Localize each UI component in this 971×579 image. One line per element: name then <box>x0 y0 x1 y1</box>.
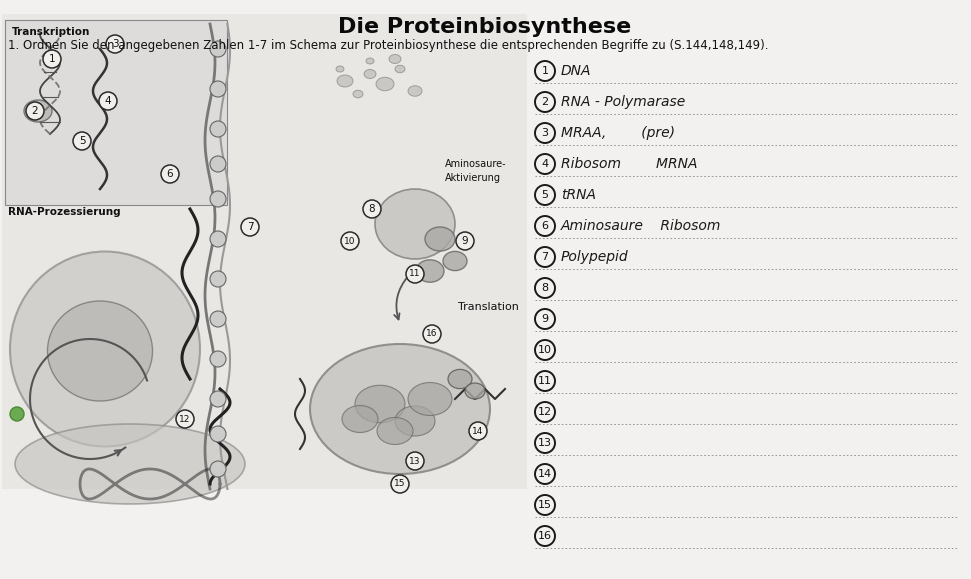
Circle shape <box>73 132 91 150</box>
Ellipse shape <box>336 66 344 72</box>
Text: 16: 16 <box>538 531 552 541</box>
Ellipse shape <box>408 86 422 96</box>
Text: 15: 15 <box>538 500 552 510</box>
Circle shape <box>456 232 474 250</box>
Text: Ribosom        MRNA: Ribosom MRNA <box>561 157 697 171</box>
Circle shape <box>406 452 424 470</box>
Text: 1: 1 <box>542 66 549 76</box>
Text: 10: 10 <box>538 345 552 355</box>
Circle shape <box>106 35 124 53</box>
Text: 12: 12 <box>180 415 190 423</box>
Ellipse shape <box>395 406 435 436</box>
Text: 5: 5 <box>542 190 549 200</box>
Text: 2: 2 <box>542 97 549 107</box>
Circle shape <box>210 231 226 247</box>
Ellipse shape <box>443 251 467 270</box>
Text: Transkription: Transkription <box>12 27 90 37</box>
Text: 1. Ordnen Sie den angegebenen Zahlen 1-7 im Schema zur Proteinbiosynthese die en: 1. Ordnen Sie den angegebenen Zahlen 1-7… <box>8 39 768 52</box>
Circle shape <box>241 218 259 236</box>
FancyBboxPatch shape <box>2 14 527 489</box>
Text: RNA-Prozessierung: RNA-Prozessierung <box>8 207 120 217</box>
Text: 7: 7 <box>542 252 549 262</box>
Ellipse shape <box>24 100 52 122</box>
Text: 5: 5 <box>79 136 85 146</box>
Circle shape <box>43 50 61 68</box>
Ellipse shape <box>342 405 378 433</box>
Circle shape <box>469 422 487 440</box>
Circle shape <box>210 81 226 97</box>
Ellipse shape <box>353 90 363 98</box>
Ellipse shape <box>448 369 472 389</box>
Ellipse shape <box>376 77 394 91</box>
Ellipse shape <box>310 344 490 474</box>
Ellipse shape <box>395 65 405 73</box>
Text: Die Proteinbiosynthese: Die Proteinbiosynthese <box>338 17 631 37</box>
Ellipse shape <box>355 385 405 423</box>
Ellipse shape <box>375 189 455 259</box>
Text: 8: 8 <box>542 283 549 293</box>
Text: 3: 3 <box>112 39 118 49</box>
Circle shape <box>423 325 441 343</box>
Ellipse shape <box>15 424 245 504</box>
Text: 13: 13 <box>409 456 420 466</box>
Circle shape <box>406 265 424 283</box>
Text: 9: 9 <box>461 236 468 246</box>
Circle shape <box>210 391 226 407</box>
Text: 6: 6 <box>542 221 549 231</box>
Circle shape <box>210 271 226 287</box>
Text: 11: 11 <box>538 376 552 386</box>
Circle shape <box>210 426 226 442</box>
Text: 16: 16 <box>426 329 438 339</box>
Circle shape <box>210 461 226 477</box>
Circle shape <box>363 200 381 218</box>
Text: 3: 3 <box>542 128 549 138</box>
Circle shape <box>161 165 179 183</box>
Circle shape <box>176 410 194 428</box>
Text: 14: 14 <box>472 427 484 435</box>
Text: Aminosaure    Ribosom: Aminosaure Ribosom <box>561 219 721 233</box>
Ellipse shape <box>337 75 353 87</box>
Circle shape <box>210 191 226 207</box>
Text: Polypepid: Polypepid <box>561 250 628 264</box>
Circle shape <box>99 92 117 110</box>
Text: 14: 14 <box>538 469 552 479</box>
Text: tRNA: tRNA <box>561 188 596 202</box>
Circle shape <box>210 311 226 327</box>
Text: 2: 2 <box>32 106 38 116</box>
Text: 9: 9 <box>542 314 549 324</box>
Text: 11: 11 <box>409 269 420 278</box>
Ellipse shape <box>408 383 452 416</box>
Circle shape <box>210 156 226 172</box>
Text: 1: 1 <box>49 54 55 64</box>
Circle shape <box>391 475 409 493</box>
Text: 4: 4 <box>105 96 112 106</box>
Circle shape <box>341 232 359 250</box>
Ellipse shape <box>425 227 455 251</box>
Ellipse shape <box>364 69 376 79</box>
Text: 6: 6 <box>167 169 173 179</box>
Ellipse shape <box>366 58 374 64</box>
Text: DNA: DNA <box>561 64 591 78</box>
Ellipse shape <box>10 251 200 446</box>
Text: Translation: Translation <box>458 302 519 312</box>
Text: 15: 15 <box>394 479 406 489</box>
Circle shape <box>210 121 226 137</box>
Ellipse shape <box>389 54 401 64</box>
FancyBboxPatch shape <box>5 20 227 205</box>
Ellipse shape <box>48 301 152 401</box>
Text: MRAA,        (pre): MRAA, (pre) <box>561 126 675 140</box>
Text: 13: 13 <box>538 438 552 448</box>
Text: 7: 7 <box>247 222 253 232</box>
Text: RNA - Polymarase: RNA - Polymarase <box>561 95 686 109</box>
Text: 12: 12 <box>538 407 552 417</box>
Circle shape <box>210 351 226 367</box>
Circle shape <box>26 102 44 120</box>
Text: 8: 8 <box>369 204 376 214</box>
Text: 4: 4 <box>542 159 549 169</box>
Text: Aminosaure-
Aktivierung: Aminosaure- Aktivierung <box>445 159 507 182</box>
Circle shape <box>10 407 24 421</box>
Ellipse shape <box>465 383 485 399</box>
Circle shape <box>210 41 226 57</box>
Ellipse shape <box>416 260 444 282</box>
